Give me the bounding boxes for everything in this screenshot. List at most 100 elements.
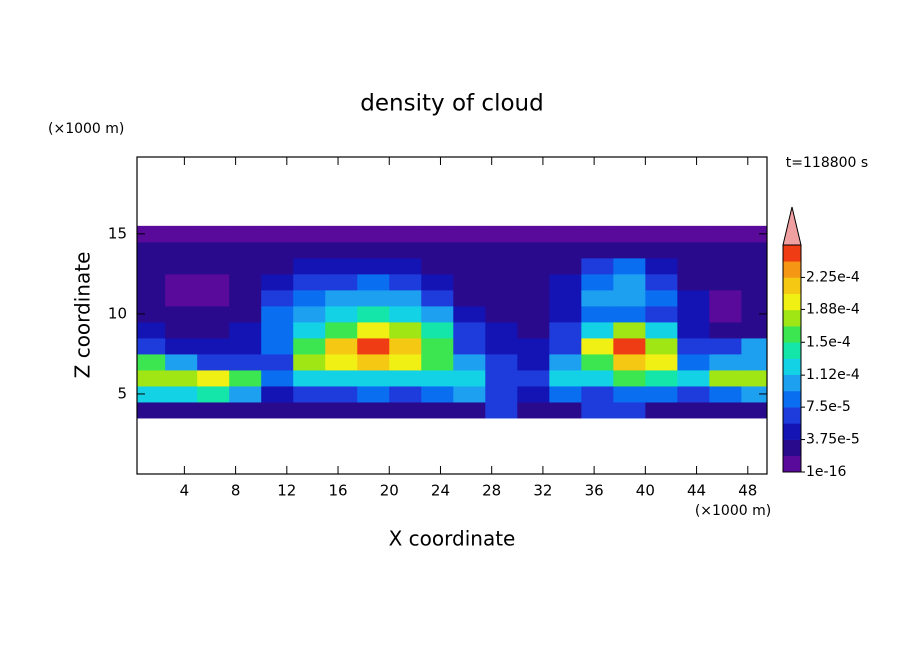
contour-cell bbox=[645, 353, 678, 371]
contour-cell bbox=[645, 289, 678, 307]
contour-cell bbox=[453, 353, 486, 371]
contour-cell bbox=[229, 401, 262, 419]
x-tick-label: 48 bbox=[738, 482, 757, 500]
contour-cell bbox=[613, 241, 646, 259]
contour-cell bbox=[229, 353, 262, 371]
colorbar-label: 1.88e-4 bbox=[806, 301, 860, 317]
contour-cell bbox=[421, 385, 454, 403]
contour-cell bbox=[581, 273, 614, 291]
contour-cell bbox=[421, 369, 454, 387]
contour-cell bbox=[453, 289, 486, 307]
colorbar-swatch bbox=[783, 261, 801, 278]
contour-cell bbox=[709, 241, 742, 259]
contour-cell bbox=[165, 321, 198, 339]
contour-cell bbox=[613, 369, 646, 387]
contour-field bbox=[137, 225, 768, 419]
contour-cell bbox=[137, 289, 166, 307]
contour-cell bbox=[197, 369, 230, 387]
contour-cell bbox=[709, 337, 742, 355]
contour-cell bbox=[549, 353, 582, 371]
contour-cell bbox=[197, 353, 230, 371]
contour-cell bbox=[741, 321, 768, 339]
contour-cell bbox=[549, 321, 582, 339]
contour-cell bbox=[197, 337, 230, 355]
contour-cell bbox=[709, 353, 742, 371]
contour-cell bbox=[645, 305, 678, 323]
contour-cell bbox=[357, 353, 390, 371]
contour-cell bbox=[325, 257, 358, 275]
contour-cell bbox=[709, 401, 742, 419]
contour-cell bbox=[137, 225, 166, 243]
contour-cell bbox=[389, 321, 422, 339]
contour-cell bbox=[261, 369, 294, 387]
contour-cell bbox=[325, 401, 358, 419]
contour-cell bbox=[581, 305, 614, 323]
x-tick-label: 16 bbox=[328, 482, 347, 500]
contour-cell bbox=[165, 369, 198, 387]
contour-cell bbox=[581, 337, 614, 355]
contour-cell bbox=[709, 369, 742, 387]
contour-cell bbox=[137, 337, 166, 355]
contour-cell bbox=[549, 289, 582, 307]
contour-cell bbox=[325, 337, 358, 355]
colorbar-swatch bbox=[783, 455, 801, 473]
contour-cell bbox=[517, 305, 550, 323]
colorbar-label: 1.12e-4 bbox=[806, 367, 860, 383]
contour-cell bbox=[421, 257, 454, 275]
contour-cell bbox=[709, 257, 742, 275]
contour-cell bbox=[261, 225, 294, 243]
time-annotation: t=118800 s bbox=[786, 155, 868, 171]
contour-cell bbox=[741, 289, 768, 307]
contour-cell bbox=[581, 353, 614, 371]
contour-cell bbox=[325, 305, 358, 323]
contour-cell bbox=[421, 401, 454, 419]
contour-cell bbox=[325, 289, 358, 307]
contour-cell bbox=[677, 289, 710, 307]
contour-cell bbox=[421, 225, 454, 243]
contour-cell bbox=[357, 241, 390, 259]
contour-cell bbox=[741, 273, 768, 291]
contour-cell bbox=[137, 321, 166, 339]
contour-cell bbox=[549, 241, 582, 259]
contour-cell bbox=[421, 273, 454, 291]
contour-cell bbox=[581, 225, 614, 243]
contour-cell bbox=[165, 241, 198, 259]
colorbar: 1e-16 3.75e-5 7.5e-5 1.12e-4 1.5e-4 1.88e-4 2.… bbox=[782, 206, 860, 480]
x-tick-label: 40 bbox=[636, 482, 655, 500]
colorbar-label: 3.75e-5 bbox=[806, 432, 860, 448]
contour-cell bbox=[357, 305, 390, 323]
contour-cell bbox=[229, 257, 262, 275]
contour-cell bbox=[613, 257, 646, 275]
contour-cell bbox=[549, 385, 582, 403]
contour-cell bbox=[389, 401, 422, 419]
contour-cell bbox=[229, 273, 262, 291]
contour-cell bbox=[165, 225, 198, 243]
contour-cell bbox=[741, 353, 768, 371]
chart-title: density of cloud bbox=[360, 91, 543, 117]
contour-cell bbox=[613, 385, 646, 403]
contour-cell bbox=[677, 353, 710, 371]
contour-cell bbox=[613, 273, 646, 291]
contour-cell bbox=[613, 401, 646, 419]
x-tick-label: 28 bbox=[482, 482, 501, 500]
contour-cell bbox=[357, 337, 390, 355]
x-unit: (×1000 m) bbox=[695, 503, 771, 519]
contour-cell bbox=[709, 289, 742, 307]
contour-cell bbox=[485, 321, 518, 339]
contour-cell bbox=[549, 305, 582, 323]
contour-cell bbox=[645, 321, 678, 339]
contour-cell bbox=[517, 241, 550, 259]
contour-cell bbox=[453, 257, 486, 275]
contour-cell bbox=[421, 289, 454, 307]
contour-cell bbox=[389, 337, 422, 355]
contour-cell bbox=[677, 225, 710, 243]
contour-cell bbox=[357, 225, 390, 243]
contour-cell bbox=[613, 353, 646, 371]
colorbar-swatch bbox=[783, 326, 801, 343]
colorbar-swatch bbox=[783, 342, 801, 359]
x-tick-label: 20 bbox=[380, 482, 399, 500]
contour-cell bbox=[389, 225, 422, 243]
contour-cell bbox=[325, 385, 358, 403]
contour-cell bbox=[137, 257, 166, 275]
contour-cell bbox=[485, 353, 518, 371]
